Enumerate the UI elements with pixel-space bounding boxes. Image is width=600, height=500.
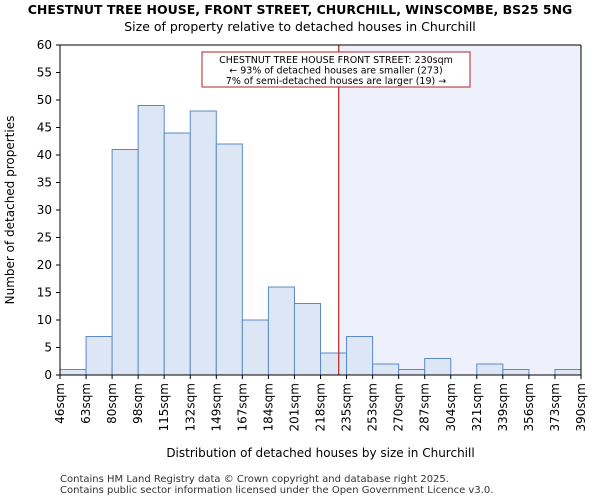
x-tick-label: 167sqm bbox=[235, 383, 249, 431]
bar bbox=[163, 132, 191, 376]
x-tick-label: 46sqm bbox=[53, 383, 67, 424]
bar bbox=[85, 336, 113, 376]
x-tick-label: 339sqm bbox=[496, 383, 510, 431]
highlight-region bbox=[338, 45, 581, 375]
bar bbox=[59, 369, 87, 376]
y-axis-title: Number of detached properties bbox=[3, 116, 17, 305]
y-tick-label: 60 bbox=[37, 38, 52, 52]
bar bbox=[267, 286, 295, 376]
bar bbox=[476, 363, 504, 376]
x-axis-title: Distribution of detached houses by size … bbox=[166, 446, 474, 460]
x-tick-label: 115sqm bbox=[157, 383, 171, 431]
y-tick-label: 40 bbox=[37, 148, 52, 162]
bar bbox=[398, 369, 426, 376]
y-tick-label: 55 bbox=[37, 66, 52, 80]
x-tick-label: 218sqm bbox=[314, 383, 328, 431]
x-tick-label: 132sqm bbox=[183, 383, 197, 431]
footer-line-2: Contains public sector information licen… bbox=[60, 485, 494, 496]
y-tick-label: 0 bbox=[44, 368, 52, 382]
bar bbox=[320, 352, 348, 376]
bar bbox=[346, 336, 374, 376]
bar bbox=[189, 110, 217, 376]
x-tick-label: 356sqm bbox=[522, 383, 536, 431]
bar bbox=[502, 369, 530, 376]
bar bbox=[137, 105, 165, 376]
footer-line-1: Contains HM Land Registry data © Crown c… bbox=[60, 474, 449, 485]
y-tick-label: 35 bbox=[37, 176, 52, 190]
bar bbox=[554, 369, 582, 376]
bar bbox=[241, 319, 269, 376]
x-tick-label: 270sqm bbox=[392, 383, 406, 431]
annotation-line: 7% of semi-detached houses are larger (1… bbox=[226, 76, 446, 87]
annotation-line: CHESTNUT TREE HOUSE FRONT STREET: 230sqm bbox=[219, 55, 453, 66]
y-tick-label: 5 bbox=[44, 341, 52, 355]
y-tick-label: 30 bbox=[37, 203, 52, 217]
bar bbox=[111, 149, 139, 376]
x-tick-label: 201sqm bbox=[287, 383, 301, 431]
x-tick-label: 304sqm bbox=[444, 383, 458, 431]
y-tick-label: 10 bbox=[37, 313, 52, 327]
x-tick-label: 80sqm bbox=[105, 383, 119, 424]
x-tick-label: 321sqm bbox=[470, 383, 484, 431]
y-tick-label: 15 bbox=[37, 286, 52, 300]
chart-title: CHESTNUT TREE HOUSE, FRONT STREET, CHURC… bbox=[27, 2, 573, 17]
x-tick-label: 98sqm bbox=[131, 383, 145, 424]
x-tick-label: 253sqm bbox=[366, 383, 380, 431]
x-tick-label: 390sqm bbox=[574, 383, 588, 431]
x-tick-label: 287sqm bbox=[418, 383, 432, 431]
bar bbox=[424, 358, 452, 376]
annotation-line: ← 93% of detached houses are smaller (27… bbox=[229, 66, 442, 77]
y-tick-label: 25 bbox=[37, 231, 52, 245]
bar bbox=[293, 303, 322, 376]
chart-subtitle: Size of property relative to detached ho… bbox=[124, 19, 476, 34]
bar bbox=[215, 143, 243, 376]
y-tick-label: 20 bbox=[37, 258, 52, 272]
x-tick-label: 149sqm bbox=[209, 383, 223, 431]
annotation-box bbox=[201, 51, 471, 88]
bar bbox=[372, 363, 400, 376]
y-tick-label: 45 bbox=[37, 121, 52, 135]
y-tick-label: 50 bbox=[37, 93, 52, 107]
x-tick-label: 63sqm bbox=[79, 383, 93, 424]
x-tick-label: 235sqm bbox=[340, 383, 354, 431]
x-tick-label: 373sqm bbox=[548, 383, 562, 431]
x-tick-label: 184sqm bbox=[261, 383, 275, 431]
